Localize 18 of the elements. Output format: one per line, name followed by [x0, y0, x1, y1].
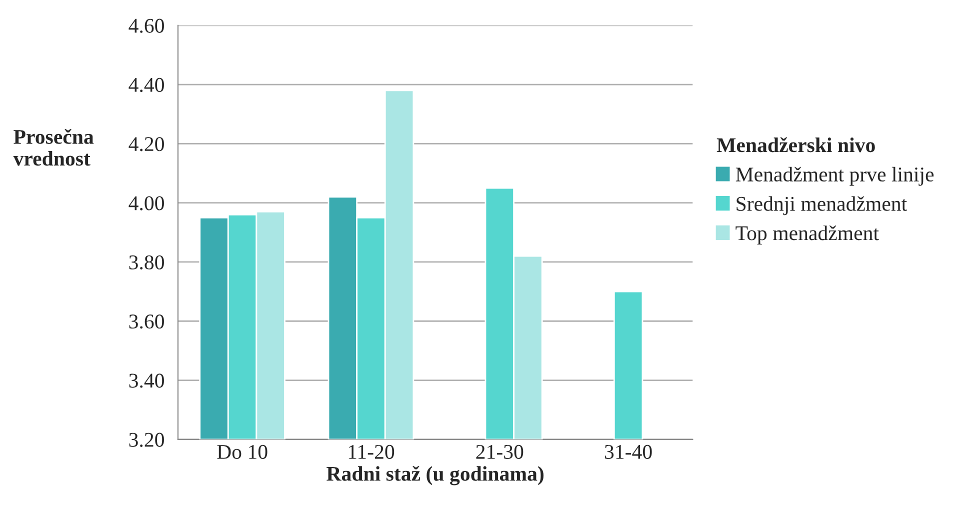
x-tick-label: 21-30 [476, 444, 524, 459]
y-tick-label: 3.60 [129, 314, 164, 329]
y-axis-title: Prosečna vrednost [13, 129, 94, 166]
y-tick-label: 4.40 [128, 78, 164, 92]
legend-title: Menadžerski nivo [716, 137, 875, 152]
y-tick-label: 3.40 [129, 374, 164, 388]
x-tick-label: 31-40 [605, 444, 652, 459]
x-axis-title: Radni staž (u godinama) [326, 466, 544, 486]
x-tick-label: 11-20 [348, 444, 394, 459]
y-tick-label: 4.00 [128, 196, 164, 210]
x-tick-label: Do 10 [217, 444, 268, 459]
y-tick-label: 4.60 [128, 18, 164, 33]
legend-label: Menadžment prve linije [736, 166, 934, 186]
y-tick-label: 4.20 [128, 137, 164, 152]
legend-label: Top menadžment [736, 226, 879, 244]
y-tick-label: 3.20 [129, 432, 164, 447]
y-tick-label: 3.80 [129, 255, 164, 270]
legend-label: Srednji menadžment [736, 196, 907, 216]
